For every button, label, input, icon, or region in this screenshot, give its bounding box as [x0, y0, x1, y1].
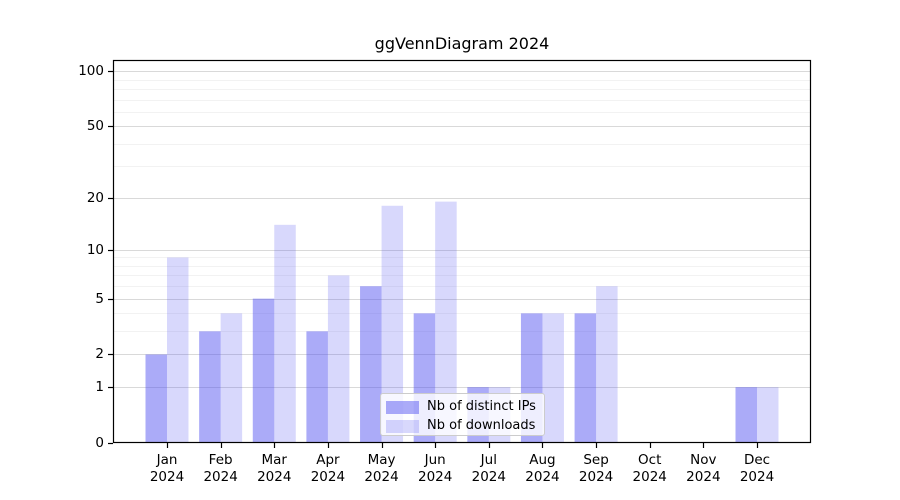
legend-swatch-downloads: [386, 419, 419, 433]
month-label: Jan: [156, 452, 178, 468]
year-label: 2024: [257, 469, 292, 485]
month-label: May: [367, 452, 396, 468]
bar-sep-downloads: [596, 286, 618, 443]
x-axis-tick-label-aug: Aug 2024: [512, 452, 572, 486]
bar-feb-distinct-ips: [199, 331, 221, 443]
x-axis-tick-label-dec: Dec 2024: [727, 452, 787, 486]
month-label: Oct: [638, 452, 662, 468]
bar-may-distinct-ips: [360, 286, 382, 443]
legend: Nb of distinct IPs Nb of downloads: [380, 393, 545, 436]
month-label: Nov: [690, 452, 717, 468]
year-label: 2024: [364, 469, 399, 485]
bar-jan-downloads: [167, 257, 189, 443]
y-axis-tick-label: 2: [95, 346, 104, 363]
bar-sep-distinct-ips: [574, 313, 597, 443]
y-axis-tick-label: 100: [78, 63, 104, 80]
year-label: 2024: [203, 469, 238, 485]
legend-label-downloads: Nb of downloads: [427, 418, 536, 433]
year-label: 2024: [525, 469, 560, 485]
bar-may-downloads: [381, 205, 404, 443]
bar-apr-distinct-ips: [306, 331, 328, 443]
y-axis-tick-label: 20: [86, 189, 104, 206]
bar-apr-downloads: [327, 275, 350, 443]
x-axis-tick-label-mar: Mar 2024: [244, 452, 304, 486]
x-axis-tick-label-jun: Jun 2024: [405, 452, 465, 486]
bar-jan-distinct-ips: [145, 354, 167, 443]
month-label: Feb: [208, 452, 233, 468]
bar-aug-downloads: [542, 313, 564, 443]
x-axis-tick-label-sep: Sep 2024: [566, 452, 626, 486]
x-axis-tick-label-feb: Feb 2024: [191, 452, 251, 486]
year-label: 2024: [471, 469, 506, 485]
month-label: Mar: [261, 452, 287, 468]
bar-jun-downloads: [435, 201, 457, 443]
year-label: 2024: [149, 469, 185, 485]
bar-mar-distinct-ips: [252, 298, 275, 443]
year-label: 2024: [686, 469, 721, 485]
y-axis-tick-label: 50: [86, 118, 104, 135]
x-axis-tick-label-jan: Jan 2024: [137, 452, 197, 486]
y-axis-tick-label: 1: [95, 379, 104, 396]
y-axis-tick-label: 0: [95, 435, 104, 451]
legend-item-downloads: Nb of downloads: [386, 418, 544, 434]
chart-title: ggVennDiagram 2024: [374, 34, 550, 53]
x-axis-tick-label-may: May 2024: [352, 452, 412, 486]
bar-mar-downloads: [274, 224, 296, 443]
bar-dec-downloads: [757, 387, 779, 443]
y-axis-tick-label: 10: [86, 241, 104, 258]
bar-dec-distinct-ips: [735, 387, 757, 443]
year-label: 2024: [578, 469, 614, 485]
legend-item-distinct-ips: Nb of distinct IPs: [386, 399, 544, 415]
x-axis-tick-label-jul: Jul 2024: [459, 452, 519, 486]
month-label: Dec: [743, 452, 771, 468]
year-label: 2024: [739, 469, 775, 485]
month-label: Aug: [529, 452, 556, 468]
month-label: Jul: [480, 452, 497, 468]
x-axis-tick-label-oct: Oct 2024: [620, 452, 680, 486]
plot-border: [112, 59, 812, 444]
legend-swatch-distinct-ips: [386, 400, 419, 414]
x-axis-tick-label-nov: Nov 2024: [673, 452, 733, 486]
x-axis-tick-label-apr: Apr 2024: [298, 452, 358, 486]
year-label: 2024: [417, 469, 453, 485]
year-label: 2024: [310, 469, 346, 485]
legend-label-distinct-ips: Nb of distinct IPs: [427, 399, 536, 414]
y-axis-tick-label: 5: [95, 290, 104, 307]
bar-feb-downloads: [220, 313, 243, 443]
month-label: Sep: [583, 452, 609, 468]
month-label: Jun: [424, 452, 446, 468]
month-label: Apr: [316, 452, 340, 468]
year-label: 2024: [632, 469, 667, 485]
